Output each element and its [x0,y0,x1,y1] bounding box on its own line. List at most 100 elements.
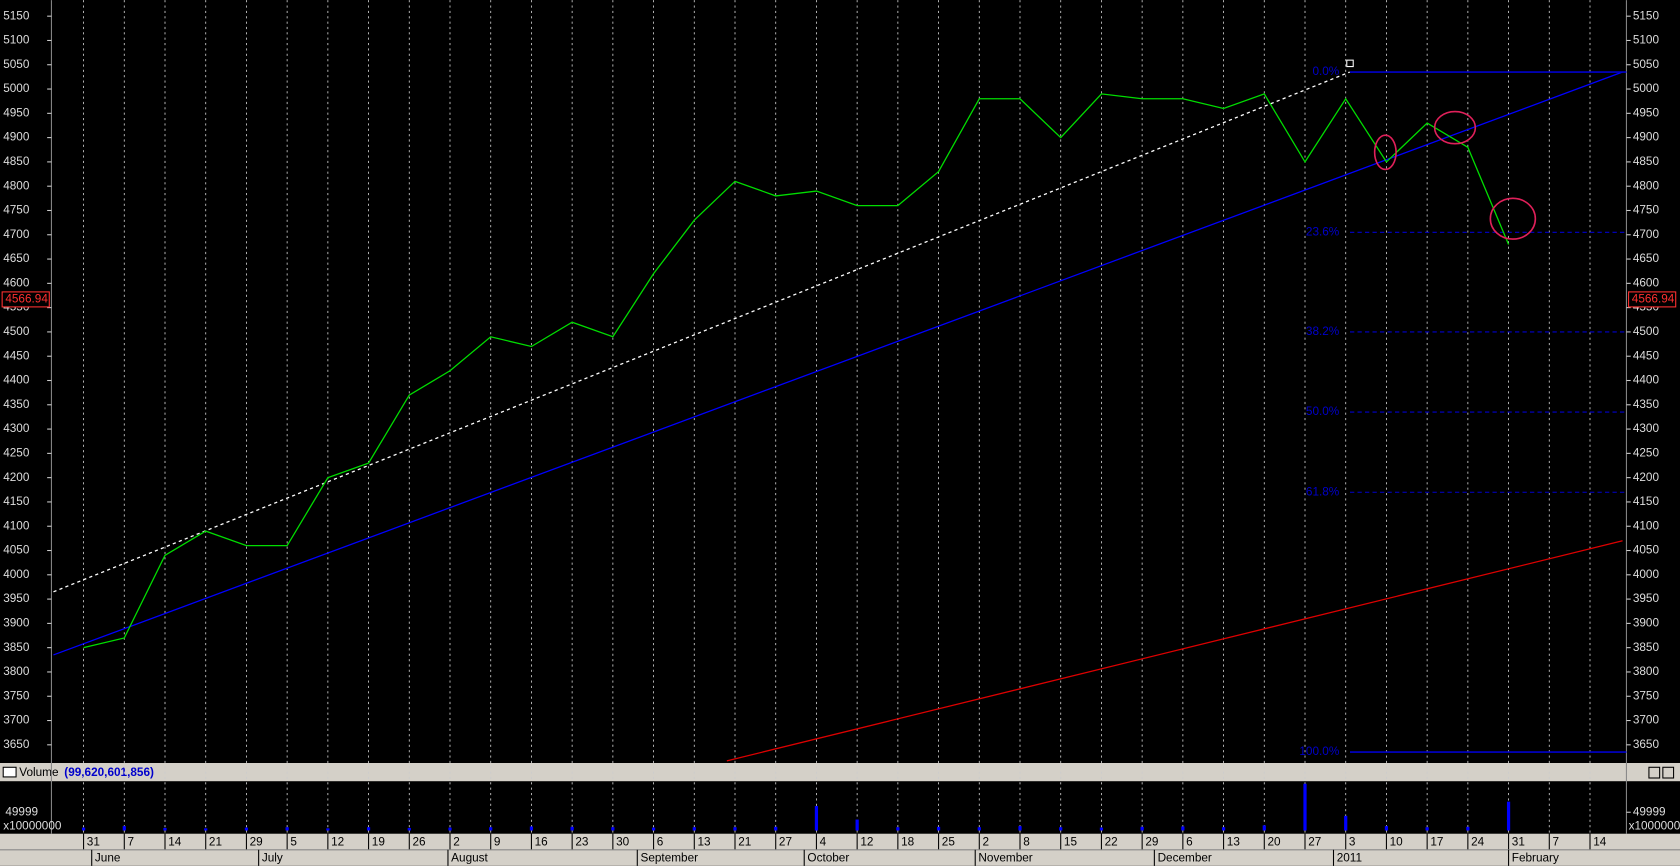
x-tick-label: 4 [820,835,827,848]
y-tick-label-right: 4600 [1633,276,1660,289]
y-tick-label-right: 4800 [1633,179,1660,192]
volume-bar [1344,815,1348,831]
peak-marker [1346,59,1354,68]
volume-bar [407,827,411,831]
x-tick-label: 18 [901,835,915,848]
x-tick-label: 31 [1512,835,1525,848]
y-tick-label: 4150 [3,495,30,508]
x-tick-label: 25 [942,835,956,848]
highlight-circle [1433,110,1477,145]
month-label: September [640,851,698,864]
y-tick-label: 4100 [3,519,30,532]
month-label: February [1512,851,1559,864]
y-tick-label-right: 4450 [1633,349,1660,362]
volume-bar [529,826,534,831]
y-tick-label-right: 4400 [1633,374,1660,387]
x-tick-label: 3 [1349,835,1356,848]
x-tick-label: 9 [494,835,501,848]
volume-bar [692,827,696,831]
volume-bar [1262,825,1266,831]
x-tick-label: 19 [372,835,385,848]
x-tick-label: 6 [657,835,664,848]
volume-bar [448,827,452,831]
y-tick-label: 4500 [3,325,30,338]
panel-icon [2,766,17,778]
last-price-label: 4566.94 [5,293,48,306]
volume-bar [326,828,330,831]
maximize-button[interactable] [1648,766,1661,779]
month-label: November [978,851,1032,864]
last-price-label: 4566.94 [1632,293,1675,306]
x-tick-label: 29 [1145,835,1158,848]
volume-bar [733,827,737,831]
x-tick-label: 26 [413,835,427,848]
y-tick-label-right: 4700 [1633,228,1660,241]
y-tick-label: 5050 [3,58,30,71]
volume-title: Volume [19,766,59,779]
y-tick-label-right: 4650 [1633,252,1660,265]
x-tick-label: 7 [127,835,134,848]
highlight-circle [1373,134,1397,171]
x-tick-label: 10 [1390,835,1404,848]
volume-bar [1059,827,1063,831]
fib-label: 23.6% [1306,225,1340,238]
x-tick-label: 5 [290,835,297,848]
y-tick-label-right: 4500 [1633,325,1660,338]
volume-bar [651,827,656,831]
volume-bar [977,827,981,831]
fib-label: 50.0% [1306,405,1340,418]
y-tick-label: 4900 [3,131,30,144]
volume-bar [244,827,249,831]
volume-bar [285,827,289,831]
x-tick-label: 21 [738,835,751,848]
y-tick-label-right: 3750 [1633,689,1660,702]
y-tick-label-right: 3900 [1633,616,1660,629]
volume-tick-label-right: 49999 [1633,805,1666,818]
y-tick-label: 4250 [3,446,30,459]
y-tick-label: 3800 [3,665,30,678]
volume-bar [1140,826,1144,831]
close-button[interactable] [1662,766,1675,779]
y-tick-label: 4850 [3,155,30,168]
y-tick-label: 3950 [3,592,30,605]
month-label: October [807,851,849,864]
y-tick-label: 5150 [3,9,30,22]
y-tick-label-right: 4900 [1633,131,1660,144]
volume-header [0,763,1680,782]
volume-bar [570,826,574,831]
x-tick-label: 2 [453,835,460,848]
y-tick-label-right: 5100 [1633,34,1660,47]
x-tick-label: 16 [535,835,549,848]
y-tick-label-right: 4850 [1633,155,1660,168]
y-tick-label-right: 4050 [1633,544,1660,557]
x-tick-label: 7 [1553,835,1560,848]
trendline [726,540,1623,762]
volume-bar [814,806,819,831]
volume-bar [936,826,941,831]
volume-unit-right: x10000000 [1629,819,1680,832]
volume-bar [1384,826,1389,831]
y-tick-label-right: 4000 [1633,568,1660,581]
volume-bar [1466,826,1470,831]
y-tick-label-right: 5000 [1633,82,1660,95]
volume-bar [81,827,86,831]
y-tick-label: 3850 [3,641,30,654]
month-label: December [1158,851,1212,864]
y-tick-label: 4950 [3,106,30,119]
volume-bar [1099,827,1104,831]
y-tick-label: 4600 [3,276,30,289]
y-tick-label: 3650 [3,738,30,751]
x-tick-label: 30 [616,835,630,848]
y-tick-label: 4800 [3,179,30,192]
x-tick-label: 12 [860,835,873,848]
y-tick-label: 4650 [3,252,30,265]
volume-bar [1303,783,1307,831]
volume-tick-label: 49999 [5,805,38,818]
volume-bar [1425,827,1429,831]
y-tick-label-right: 4150 [1633,495,1660,508]
y-tick-label: 3750 [3,689,30,702]
month-label: July [262,851,283,864]
y-tick-label-right: 5050 [1633,58,1660,71]
